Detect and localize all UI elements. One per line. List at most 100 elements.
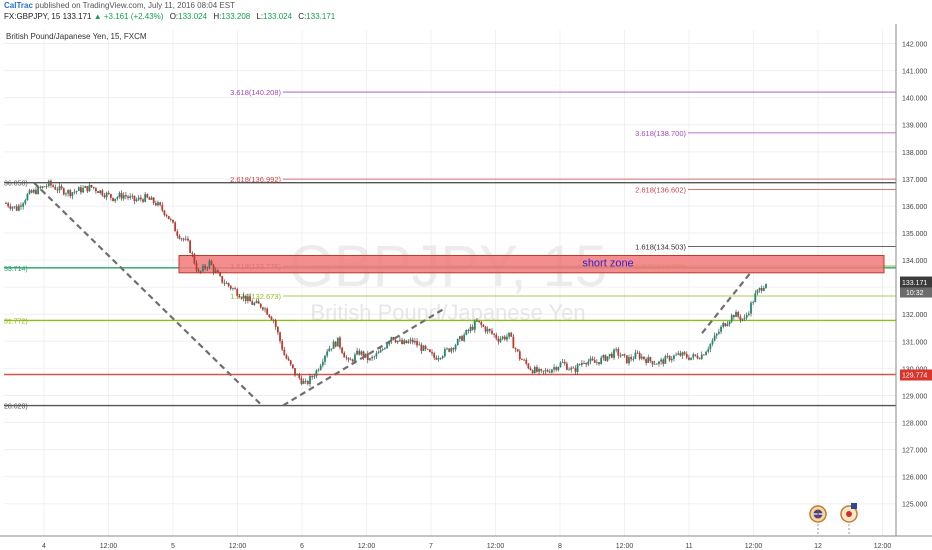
candle-body	[328, 348, 331, 352]
candle-body	[574, 368, 577, 372]
publication-line: CalTrac published on TradingView.com, Ju…	[4, 1, 235, 10]
candle-body	[760, 288, 763, 291]
candle-body	[232, 288, 234, 290]
candle-body	[43, 186, 46, 188]
candle-body	[52, 185, 54, 187]
current-price-value: 133.171	[902, 280, 927, 287]
candle-body	[159, 202, 162, 206]
published-info: published on TradingView.com, July 11, 2…	[35, 1, 235, 10]
trendlines[interactable]	[33, 181, 753, 407]
candle-body	[240, 297, 243, 299]
low-value: 133.024	[263, 12, 293, 21]
candle-body	[411, 339, 414, 343]
candle-body	[223, 282, 226, 284]
author-link[interactable]: CalTrac	[4, 1, 33, 10]
price-axis[interactable]: 125.000126.000127.000128.000129.000130.0…	[895, 24, 932, 550]
candle-body	[165, 215, 168, 216]
candle-body	[540, 369, 543, 371]
candle-body	[169, 219, 172, 220]
candle-body	[129, 196, 132, 198]
candle-body	[608, 353, 611, 357]
candle-body	[294, 368, 296, 376]
candle-body	[178, 235, 181, 239]
candle-body	[623, 354, 626, 356]
candle-body	[523, 359, 525, 361]
short-zone[interactable]: short zone	[178, 254, 885, 274]
candle-body	[326, 351, 329, 356]
candle-body	[762, 287, 765, 291]
high-label: H:	[213, 12, 222, 21]
candle-body	[272, 319, 275, 321]
candle-body	[257, 301, 260, 304]
candle-body	[234, 288, 236, 290]
candle-body	[375, 353, 378, 357]
trendline[interactable]	[282, 307, 445, 407]
short-zone-box[interactable]	[178, 254, 885, 274]
candle-body	[161, 205, 164, 211]
candle-body	[675, 354, 677, 356]
time-tick-label: 12:00	[745, 543, 763, 550]
candle-body	[390, 337, 393, 342]
candle-body	[347, 358, 350, 360]
candle-body	[356, 350, 358, 355]
fib-label: 2.618(136.602)	[635, 186, 686, 195]
candle-body	[266, 308, 269, 315]
candle-body	[750, 302, 752, 314]
candle-body	[103, 195, 106, 198]
event-markers[interactable]	[809, 503, 858, 536]
lower-price-tag	[900, 369, 932, 381]
candle-body	[632, 358, 635, 360]
trendline[interactable]	[33, 181, 263, 407]
candle-body	[747, 313, 750, 315]
chart-legend: British Pound/Japanese Yen, 15, FXCM	[6, 32, 147, 41]
time-tick-label: 12:00	[487, 543, 505, 550]
candle-body	[598, 362, 600, 365]
low-label: L:	[256, 12, 264, 21]
candle-body	[317, 369, 320, 371]
flag-uk-event-icon[interactable]	[809, 505, 827, 536]
time-tick-label: 5	[171, 543, 175, 550]
price-tick-label: 126.000	[902, 475, 927, 482]
candle-body	[739, 316, 742, 320]
candle-body	[97, 191, 99, 194]
candle-body	[488, 328, 491, 331]
candle-body	[681, 352, 684, 356]
candle-body	[13, 206, 16, 208]
candle-body	[184, 238, 187, 240]
candle-body	[304, 380, 307, 382]
candle-body	[700, 354, 703, 360]
candle-body	[591, 358, 594, 361]
candle-body	[542, 370, 545, 372]
watermark-name: British Pound/Japanese Yen	[310, 300, 585, 325]
price-tick-label: 132.000	[902, 312, 927, 319]
time-tick-label: 12:00	[874, 543, 892, 550]
candle-body	[602, 355, 605, 358]
high-value: 133.208	[221, 12, 251, 21]
candle-body	[471, 326, 474, 330]
candle-body	[193, 254, 196, 264]
candle-body	[255, 301, 258, 303]
time-tick-label: 12	[814, 543, 822, 550]
event-marker-icon[interactable]	[840, 503, 858, 536]
candle-body	[705, 351, 707, 356]
candle-body	[37, 186, 40, 194]
candle-body	[433, 353, 436, 358]
candle-body	[330, 348, 333, 350]
time-tick-label: 12:00	[100, 543, 118, 550]
candle-body	[362, 351, 365, 358]
candle-body	[343, 352, 346, 358]
candle-body	[512, 336, 515, 349]
candle-body	[386, 344, 388, 349]
candle-body	[570, 367, 573, 370]
candle-body	[685, 353, 688, 358]
candle-body	[369, 358, 371, 361]
price-chart[interactable]: British Pound/Japanese Yen, 15, FXCM GBP…	[0, 24, 932, 550]
candle-body	[99, 190, 102, 194]
candle-body	[645, 359, 648, 363]
candle-body	[728, 321, 731, 325]
candle-body	[242, 295, 245, 299]
time-axis[interactable]: 4 12:00 5 12:00 6 12:00 7 12:00 8 12:00 11 12:00 12 1…	[0, 535, 932, 550]
candle-body	[476, 321, 478, 322]
trendline[interactable]	[701, 270, 753, 334]
candle-body	[92, 187, 95, 189]
